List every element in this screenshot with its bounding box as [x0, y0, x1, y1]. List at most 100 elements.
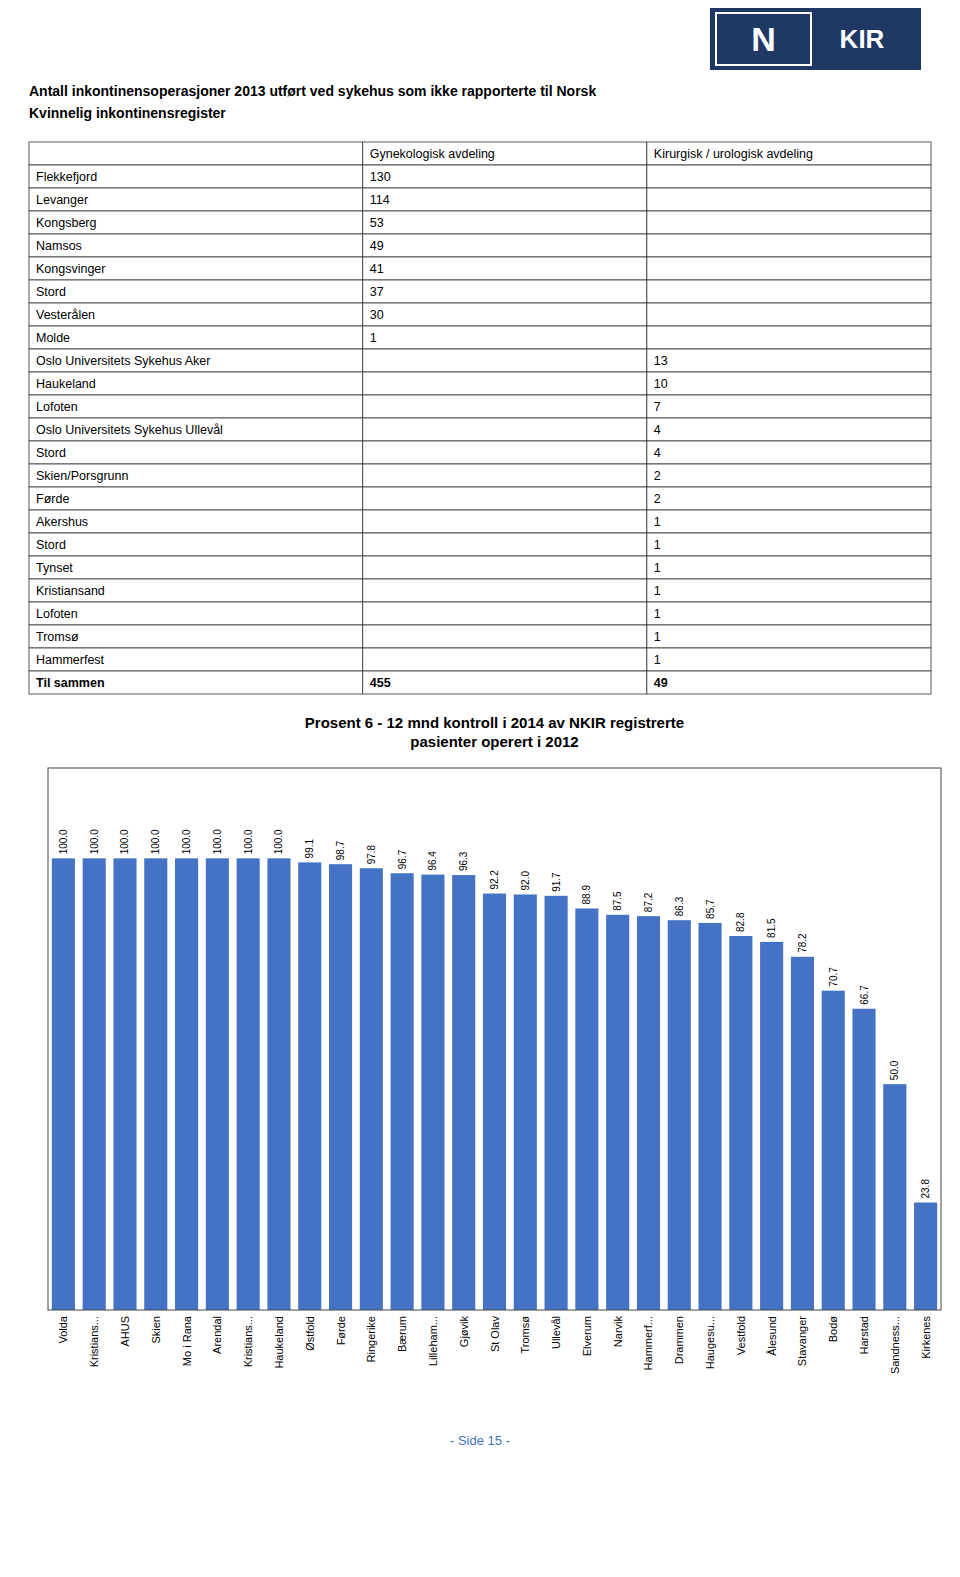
x-tick-label: AHUS [119, 1316, 131, 1347]
table-cell [29, 165, 363, 188]
table-text: Flekkefjord [36, 170, 97, 184]
x-tick-label: Ålesund [766, 1316, 778, 1356]
table-text: 1 [654, 607, 661, 621]
table-cell [29, 625, 363, 648]
data-label: 100.0 [212, 829, 223, 854]
x-tick-label: St Olav [489, 1316, 501, 1353]
table-cell [29, 234, 363, 257]
x-tick-label: Sandness... [889, 1316, 901, 1374]
bar [452, 875, 475, 1310]
x-tick-label: Narvik [612, 1316, 624, 1348]
bar [237, 858, 260, 1310]
x-tick-label: Kristians... [242, 1316, 254, 1367]
bar [175, 858, 198, 1310]
table-cell [363, 602, 647, 625]
table-text: 1 [654, 630, 661, 644]
table-cell [647, 211, 931, 234]
table-cell [647, 464, 931, 487]
bar [113, 858, 136, 1310]
table-cell [647, 257, 931, 280]
table-text: Stord [36, 285, 66, 299]
data-label: 92.2 [489, 870, 500, 890]
data-label: 78.2 [797, 933, 808, 953]
data-label: 66.7 [859, 985, 870, 1005]
table-cell [647, 372, 931, 395]
table-text: 1 [654, 515, 661, 529]
table-text: Kongsvinger [36, 262, 106, 276]
data-label: 81.5 [766, 918, 777, 938]
table-text: Stord [36, 446, 66, 460]
bars [52, 858, 937, 1310]
table-text: Kristiansand [36, 584, 105, 598]
table-cell [647, 602, 931, 625]
table-cell [647, 487, 931, 510]
table-cell [29, 418, 363, 441]
bar [298, 862, 321, 1310]
data-label: 100.0 [119, 829, 130, 854]
bar [791, 957, 814, 1310]
x-tick-label: Stavanger [796, 1316, 808, 1366]
bar [391, 873, 414, 1310]
table-cell [363, 648, 647, 671]
table-text: 1 [370, 331, 377, 345]
logo-box [710, 8, 921, 70]
table-cell [29, 349, 363, 372]
table-cell [647, 441, 931, 464]
table-text: 13 [654, 354, 668, 368]
x-tick-label: Østfold [304, 1316, 316, 1351]
table-text: 7 [654, 400, 661, 414]
table-cell [29, 395, 363, 418]
plot-frame [48, 768, 941, 1310]
table-text: Vesterålen [36, 308, 95, 322]
bar [822, 991, 845, 1310]
bar [606, 915, 629, 1310]
bar [545, 896, 568, 1310]
table-cell [647, 418, 931, 441]
table-cell [363, 418, 647, 441]
x-tick-label: Arendal [211, 1316, 223, 1354]
data-label: 85.7 [705, 899, 716, 919]
data-label: 100.0 [273, 829, 284, 854]
table-cell [29, 487, 363, 510]
table-cell [363, 625, 647, 648]
x-tick-label: Ullevål [550, 1316, 562, 1349]
table-text: 114 [370, 193, 390, 207]
table-text: 1 [654, 538, 661, 552]
table-cell [363, 349, 647, 372]
table-cell [647, 579, 931, 602]
table-text: Gynekologisk avdeling [370, 147, 495, 161]
table-text: 49 [654, 676, 668, 690]
bar [760, 942, 783, 1310]
table-text: Oslo Universitets Sykehus Aker [36, 354, 210, 368]
data-label: 100.0 [58, 829, 69, 854]
x-tick-label: Drammen [673, 1316, 685, 1364]
table-cell [29, 280, 363, 303]
table-cell [363, 579, 647, 602]
table-text: Lofoten [36, 400, 78, 414]
table-cell [363, 326, 647, 349]
table-text: Kirurgisk / urologisk avdeling [654, 147, 813, 161]
chart-title: Prosent 6 - 12 mnd kontroll i 2014 av NK… [305, 714, 684, 750]
x-tick-label: Mo i Rana [181, 1315, 193, 1366]
table-cell [647, 349, 931, 372]
table-text: 2 [654, 492, 661, 506]
table-text: Kongsberg [36, 216, 97, 230]
table-text: 1 [654, 653, 661, 667]
bar [729, 936, 752, 1310]
data-label: 96.4 [427, 851, 438, 871]
table-text: 2 [654, 469, 661, 483]
x-tick-label: Førde [335, 1316, 347, 1345]
table-cell [363, 142, 647, 165]
table-cell [29, 211, 363, 234]
table-cell [363, 533, 647, 556]
table-cell [647, 625, 931, 648]
table-cell [29, 579, 363, 602]
table-cell [29, 303, 363, 326]
bar [206, 858, 229, 1310]
table-cell [647, 280, 931, 303]
table-cell [647, 165, 931, 188]
bar [83, 858, 106, 1310]
bar [144, 858, 167, 1310]
table-text: 1 [654, 584, 661, 598]
table-text: Akershus [36, 515, 88, 529]
